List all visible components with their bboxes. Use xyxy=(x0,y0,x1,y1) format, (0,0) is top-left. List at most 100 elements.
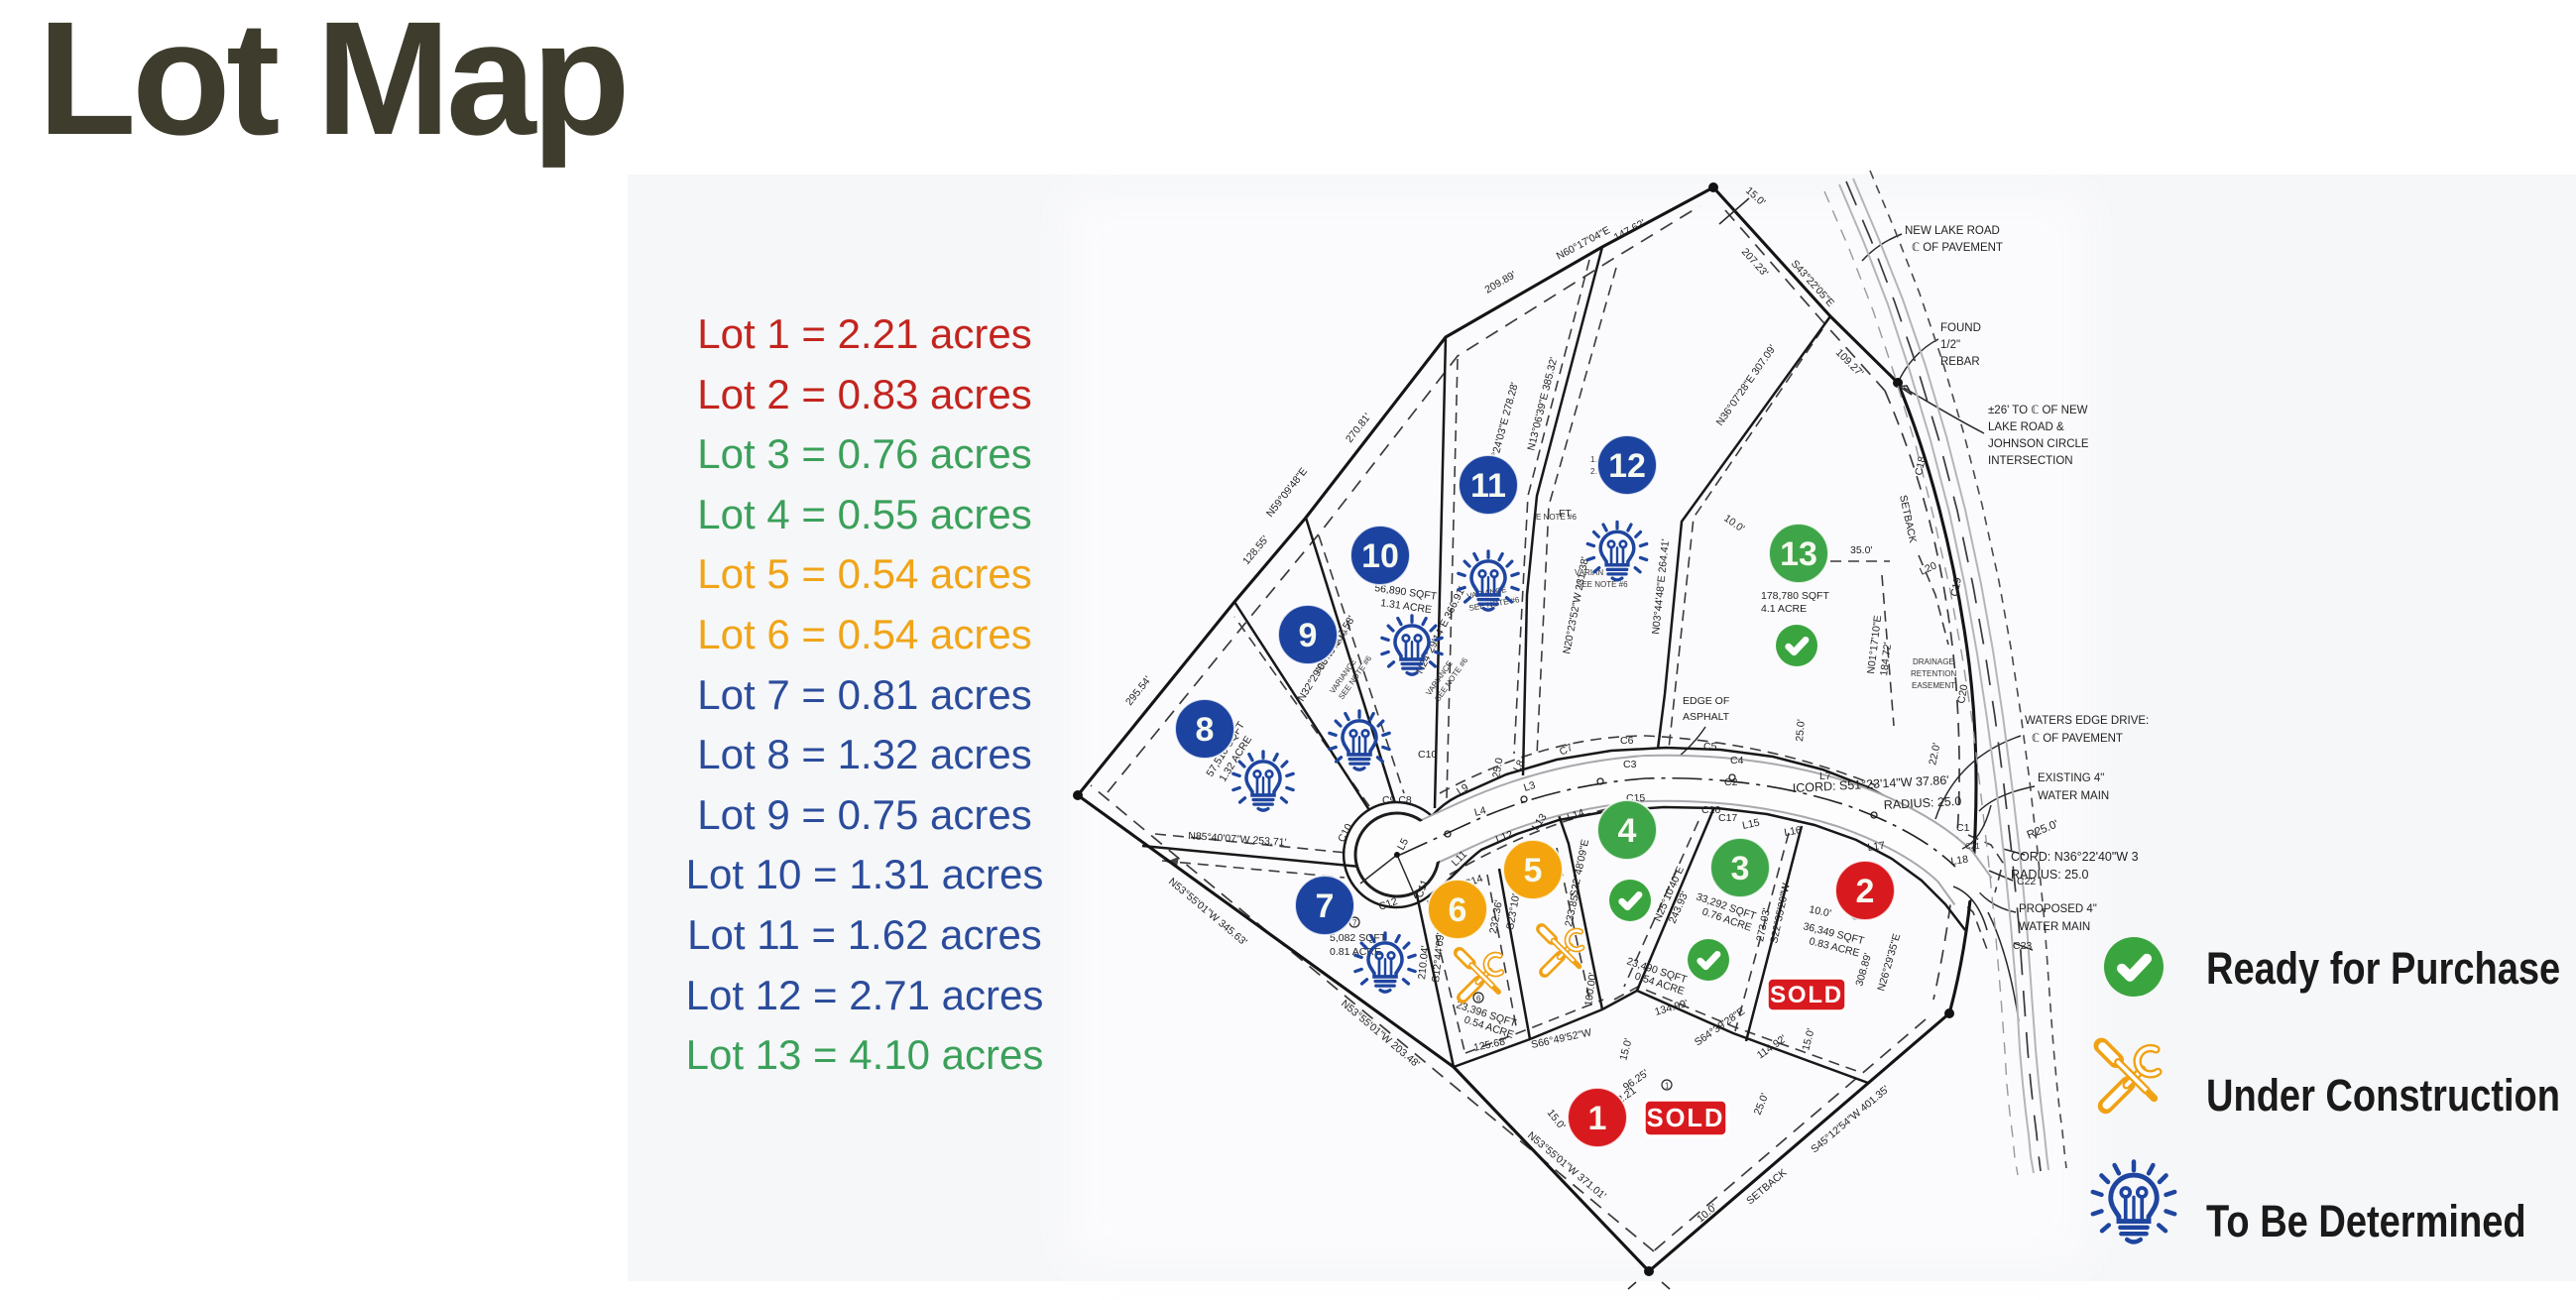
svg-text:295.54': 295.54' xyxy=(1123,674,1154,708)
svg-text:C9 C8: C9 C8 xyxy=(1382,794,1412,806)
svg-text:S43°22'05"E: S43°22'05"E xyxy=(1789,258,1836,309)
svg-text:VARIAN: VARIAN xyxy=(1575,568,1603,577)
svg-text:2: 2 xyxy=(1856,873,1875,910)
svg-text:SOLD: SOLD xyxy=(1647,1105,1725,1132)
svg-text:EASEMENT: EASEMENT xyxy=(1912,681,1955,690)
svg-text:15.0': 15.0' xyxy=(1800,1027,1816,1052)
svg-text:C7: C7 xyxy=(1558,742,1576,759)
svg-text:25.0: 25.0 xyxy=(1490,757,1505,778)
svg-text:C16: C16 xyxy=(1701,804,1720,816)
svg-text:SETBACK: SETBACK xyxy=(1897,494,1919,543)
svg-text:SEE NOTE #6: SEE NOTE #6 xyxy=(1577,580,1628,589)
svg-text:10.0': 10.0' xyxy=(1721,513,1746,535)
svg-text:L16: L16 xyxy=(1783,824,1802,839)
svg-text:209.89': 209.89' xyxy=(1483,269,1519,295)
svg-text:1: 1 xyxy=(1588,1100,1607,1137)
svg-text:22.0': 22.0' xyxy=(1927,742,1942,766)
svg-text:E NOTE #6: E NOTE #6 xyxy=(1536,513,1577,522)
svg-text:L17: L17 xyxy=(1867,840,1886,854)
svg-text:178,780 SQFT: 178,780 SQFT xyxy=(1761,590,1829,602)
svg-text:S22°48'09"E: S22°48'09"E xyxy=(1568,838,1591,897)
svg-text:L8: L8 xyxy=(1511,758,1527,773)
svg-text:25.0': 25.0' xyxy=(1794,719,1808,742)
svg-text:L7: L7 xyxy=(1819,770,1831,782)
svg-text:SOLD: SOLD xyxy=(1770,982,1843,1008)
svg-text:WATER MAIN: WATER MAIN xyxy=(2038,790,2109,802)
svg-text:L3: L3 xyxy=(1522,779,1537,794)
svg-text:11: 11 xyxy=(1470,467,1506,505)
svg-text:12: 12 xyxy=(1608,447,1646,485)
svg-text:210.04': 210.04' xyxy=(1416,945,1432,980)
svg-text:C1: C1 xyxy=(1956,822,1970,834)
svg-text:S64°39'28"E: S64°39'28"E xyxy=(1693,1005,1747,1049)
svg-text:±26' TO ℂ OF NEW: ±26' TO ℂ OF NEW xyxy=(1988,405,2088,416)
svg-text:25.0': 25.0' xyxy=(1752,1092,1772,1117)
svg-text:LAKE ROAD &: LAKE ROAD & xyxy=(1988,421,2064,433)
svg-text:L4: L4 xyxy=(1473,804,1488,819)
svg-text:7: 7 xyxy=(1316,887,1335,925)
svg-text:1: 1 xyxy=(1665,1082,1670,1091)
svg-text:10: 10 xyxy=(1361,537,1399,575)
svg-text:C10: C10 xyxy=(1418,749,1437,761)
svg-text:L18: L18 xyxy=(1950,854,1969,868)
svg-text:C3: C3 xyxy=(1623,759,1637,770)
svg-text:N03°44'48"E 264.41': N03°44'48"E 264.41' xyxy=(1650,538,1672,635)
svg-text:C11: C11 xyxy=(1414,878,1432,899)
svg-text:INTERSECTION: INTERSECTION xyxy=(1988,455,2073,467)
svg-text:SETBACK: SETBACK xyxy=(1744,1167,1789,1208)
svg-text:DRAINAGE: DRAINAGE xyxy=(1913,657,1954,666)
svg-text:100.00': 100.00' xyxy=(1582,972,1599,1006)
svg-text:RADIUS: 25.0: RADIUS: 25.0 xyxy=(1883,794,1961,812)
svg-text:ℂ OF PAVEMENT: ℂ OF PAVEMENT xyxy=(2032,733,2123,745)
svg-text:S66°49'52"W: S66°49'52"W xyxy=(1530,1026,1592,1051)
svg-text:N26°29'35"E: N26°29'35"E xyxy=(1875,932,1903,993)
svg-text:C19: C19 xyxy=(1948,576,1964,597)
svg-text:13: 13 xyxy=(1780,535,1817,573)
svg-text:184.72': 184.72' xyxy=(1878,642,1894,676)
svg-text:N36°07'28"E 307.09': N36°07'28"E 307.09' xyxy=(1714,343,1779,428)
svg-text:C6: C6 xyxy=(1620,735,1634,747)
svg-text:270.81': 270.81' xyxy=(1344,412,1373,445)
svg-text:9: 9 xyxy=(1299,617,1318,654)
svg-text:RADIUS: 25.0: RADIUS: 25.0 xyxy=(2011,868,2089,882)
svg-text:114.92': 114.92' xyxy=(1755,1033,1789,1062)
svg-text:2…: 2… xyxy=(1590,467,1602,476)
svg-text:PROPOSED 4": PROPOSED 4" xyxy=(2019,903,2097,915)
svg-text:S45°12'54"W 401.35': S45°12'54"W 401.35' xyxy=(1809,1084,1891,1156)
svg-text:4.1 ACRE: 4.1 ACRE xyxy=(1761,603,1807,615)
svg-text:C4: C4 xyxy=(1730,755,1744,767)
svg-text:147.62': 147.62' xyxy=(1612,217,1648,244)
svg-text:C21: C21 xyxy=(1965,842,1980,851)
svg-text:35.0': 35.0' xyxy=(1850,544,1872,556)
svg-text:FT: FT xyxy=(1559,508,1572,520)
svg-text:4: 4 xyxy=(1618,812,1637,850)
svg-text:6: 6 xyxy=(1449,891,1467,929)
svg-text:C23: C23 xyxy=(2013,940,2032,952)
svg-text:6: 6 xyxy=(1476,995,1481,1004)
svg-text:ASPHALT: ASPHALT xyxy=(1683,711,1730,723)
svg-text:RETENTION: RETENTION xyxy=(1911,669,1956,678)
svg-text:15.0': 15.0' xyxy=(1617,1037,1634,1062)
svg-text:C18: C18 xyxy=(1913,455,1929,476)
svg-text:7: 7 xyxy=(1352,919,1357,928)
svg-text:ℂ OF PAVEMENT: ℂ OF PAVEMENT xyxy=(1912,242,2003,254)
svg-text:L9: L9 xyxy=(1455,781,1470,798)
svg-text:WATER MAIN: WATER MAIN xyxy=(2019,921,2090,933)
svg-text:C20: C20 xyxy=(1955,683,1970,704)
svg-text:L5: L5 xyxy=(1395,836,1411,852)
svg-text:C2: C2 xyxy=(1724,776,1738,788)
svg-text:EDGE OF: EDGE OF xyxy=(1683,695,1729,707)
svg-text:JOHNSON CIRCLE: JOHNSON CIRCLE xyxy=(1988,438,2089,450)
svg-text:NEW LAKE ROAD: NEW LAKE ROAD xyxy=(1905,225,2000,237)
svg-text:FOUND: FOUND xyxy=(1940,322,1981,334)
svg-text:8: 8 xyxy=(1196,711,1215,749)
svg-text:10.0': 10.0' xyxy=(1808,903,1831,919)
svg-text:1…: 1… xyxy=(1590,455,1602,464)
svg-text:C22: C22 xyxy=(2017,876,2036,887)
svg-text:232.36': 232.36' xyxy=(1487,899,1505,935)
svg-text:L12: L12 xyxy=(1494,828,1515,845)
svg-text:5: 5 xyxy=(1524,852,1543,889)
svg-text:3: 3 xyxy=(1731,850,1750,887)
svg-text:WATERS EDGE DRIVE:: WATERS EDGE DRIVE: xyxy=(2025,715,2149,727)
svg-text:C5: C5 xyxy=(1703,741,1717,753)
